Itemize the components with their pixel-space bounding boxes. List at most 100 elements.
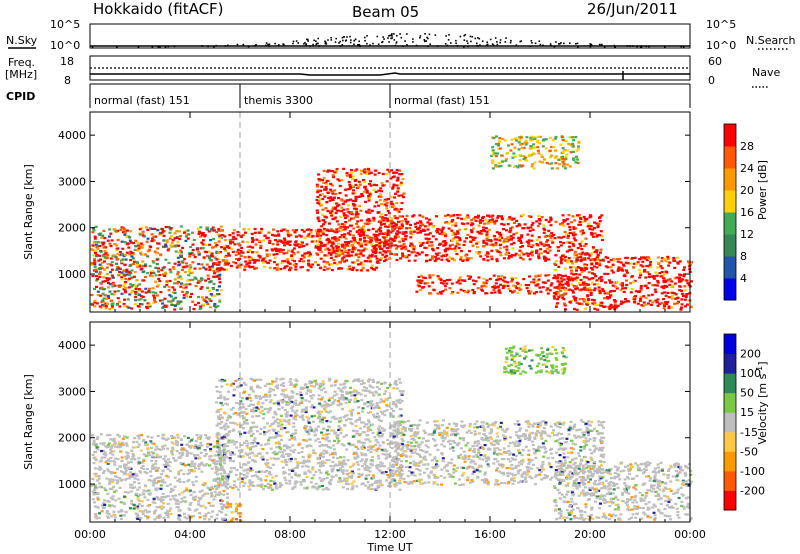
- range-gate-cell: [330, 210, 334, 213]
- range-gate-cell: [333, 189, 337, 192]
- range-gate-cell: [342, 167, 346, 170]
- range-gate-cell: [431, 281, 435, 284]
- range-gate-cell: [676, 297, 679, 300]
- noise-dot: [404, 40, 406, 42]
- range-gate-cell: [565, 250, 569, 253]
- range-gate-cell: [340, 267, 344, 270]
- range-gate-cell: [213, 304, 216, 307]
- range-gate-cell: [188, 255, 192, 258]
- range-gate-cell: [181, 290, 185, 293]
- range-gate-cell: [161, 433, 165, 436]
- range-gate-cell: [574, 273, 578, 276]
- range-gate-cell: [466, 222, 470, 225]
- range-gate-cell: [524, 143, 528, 146]
- range-gate-cell: [427, 218, 431, 221]
- range-gate-cell: [131, 446, 135, 449]
- range-gate-cell: [94, 515, 98, 518]
- range-gate-cell: [253, 231, 257, 234]
- range-gate-cell: [685, 279, 689, 282]
- range-gate-cell: [177, 514, 181, 517]
- range-gate-cell: [211, 246, 215, 249]
- range-gate-cell: [159, 484, 163, 487]
- range-gate-cell: [396, 208, 400, 211]
- range-gate-cell: [562, 293, 566, 296]
- range-gate-cell: [164, 273, 168, 276]
- range-gate-cell: [335, 379, 339, 382]
- range-gate-cell: [331, 192, 335, 195]
- range-gate-cell: [294, 263, 298, 266]
- range-gate-cell: [115, 482, 119, 485]
- range-gate-cell: [157, 283, 161, 286]
- range-gate-cell: [392, 171, 396, 175]
- range-gate-cell: [108, 478, 112, 481]
- range-gate-cell: [388, 170, 391, 174]
- range-gate-cell: [341, 251, 345, 254]
- range-gate-cell: [579, 268, 583, 271]
- range-gate-cell: [404, 220, 408, 223]
- range-gate-cell: [212, 275, 216, 278]
- range-gate-cell: [557, 273, 561, 276]
- range-gate-cell: [519, 245, 523, 249]
- range-gate-cell: [638, 269, 642, 272]
- range-gate-cell: [110, 303, 114, 306]
- range-gate-cell: [513, 155, 517, 158]
- range-gate-cell: [315, 235, 319, 238]
- range-gate-cell: [316, 240, 320, 243]
- range-gate-cell: [639, 295, 643, 298]
- range-gate-cell: [377, 171, 381, 175]
- range-gate-cell: [380, 232, 383, 235]
- range-gate-cell: [94, 475, 98, 478]
- range-gate-cell: [564, 282, 568, 285]
- range-gate-cell: [647, 294, 651, 297]
- range-gate-cell: [191, 231, 194, 234]
- range-gate-cell: [183, 258, 187, 261]
- range-gate-cell: [510, 278, 514, 281]
- range-gate-cell: [108, 452, 112, 455]
- range-gate-cell: [370, 236, 374, 239]
- noise-dot: [315, 40, 317, 42]
- range-gate-cell: [416, 279, 420, 282]
- noise-dot: [531, 42, 533, 44]
- range-gate-cell: [224, 485, 228, 488]
- range-gate-cell: [350, 250, 354, 254]
- range-gate-cell: [302, 230, 306, 233]
- range-gate-cell: [512, 233, 516, 236]
- range-gate-cell: [358, 195, 362, 198]
- range-gate-cell: [92, 443, 96, 446]
- range-gate-cell: [165, 484, 169, 487]
- range-gate-cell: [223, 505, 227, 508]
- range-gate-cell: [502, 285, 506, 288]
- range-gate-cell: [506, 144, 510, 147]
- range-gate-cell: [201, 247, 205, 250]
- range-gate-cell: [322, 233, 326, 236]
- range-gate-cell: [349, 186, 353, 189]
- range-gate-cell: [603, 272, 607, 275]
- range-gate-cell: [230, 408, 233, 411]
- range-gate-cell: [625, 256, 629, 260]
- range-gate-cell: [490, 255, 494, 258]
- range-gate-cell: [404, 255, 408, 258]
- range-gate-cell: [97, 241, 100, 244]
- range-gate-cell: [544, 218, 548, 221]
- range-gate-cell: [378, 193, 382, 196]
- range-gate-cell: [320, 462, 324, 465]
- range-gate-cell: [518, 254, 521, 257]
- range-gate-cell: [379, 419, 383, 423]
- range-gate-cell: [235, 446, 239, 449]
- range-gate-cell: [97, 233, 101, 236]
- range-gate-cell: [533, 146, 537, 149]
- range-gate-cell: [204, 513, 208, 516]
- range-gate-cell: [353, 248, 357, 251]
- range-gate-cell: [148, 305, 152, 308]
- range-gate-cell: [93, 450, 97, 453]
- range-gate-cell: [598, 264, 602, 267]
- range-gate-cell: [579, 278, 583, 282]
- cpid-label: CPID: [6, 90, 35, 103]
- range-gate-cell: [366, 269, 370, 272]
- range-gate-cell: [404, 230, 408, 233]
- range-gate-cell: [682, 275, 686, 278]
- range-gate-cell: [345, 172, 349, 175]
- range-gate-cell: [581, 251, 585, 254]
- range-gate-cell: [333, 237, 337, 240]
- range-gate-cell: [363, 222, 367, 225]
